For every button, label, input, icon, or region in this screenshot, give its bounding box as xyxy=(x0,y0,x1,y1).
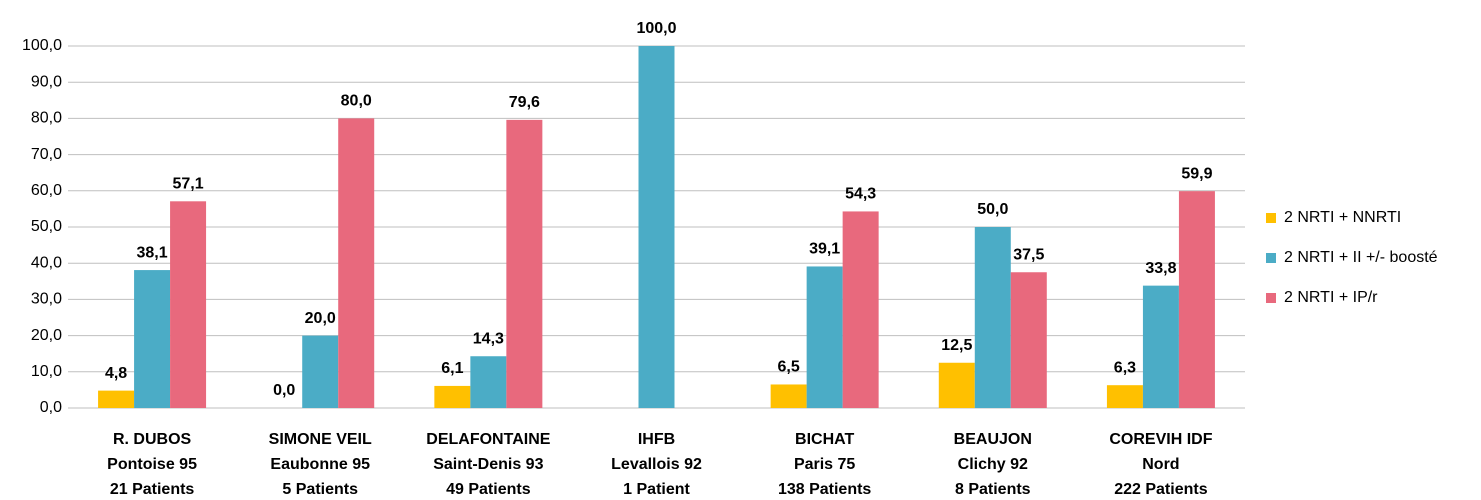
x-tick-label: Levallois 92 xyxy=(611,456,702,473)
x-tick-label: Paris 75 xyxy=(794,456,855,473)
legend-label: 2 NRTI + IP/r xyxy=(1284,289,1378,306)
x-tick-label: R. DUBOS xyxy=(113,431,192,448)
x-tick-label: 5 Patients xyxy=(282,481,358,498)
x-tick-label: Pontoise 95 xyxy=(107,456,197,473)
data-label: 38,1 xyxy=(137,244,168,261)
data-label: 50,0 xyxy=(977,201,1008,218)
data-label: 100,0 xyxy=(636,20,676,37)
x-tick-label: Nord xyxy=(1142,456,1179,473)
data-label: 80,0 xyxy=(341,93,372,110)
legend-label: 2 NRTI + II +/- boosté xyxy=(1284,249,1438,266)
data-label: 37,5 xyxy=(1013,246,1044,263)
bar xyxy=(1178,191,1215,408)
x-tick-label: 49 Patients xyxy=(446,481,531,498)
data-label: 0,0 xyxy=(273,382,295,399)
x-tick-label: 1 Patient xyxy=(623,481,690,498)
y-tick-label: 60,0 xyxy=(31,182,62,199)
data-label: 6,3 xyxy=(1114,359,1136,376)
bar xyxy=(302,335,339,408)
bar xyxy=(1142,285,1179,408)
y-tick-label: 10,0 xyxy=(31,363,62,380)
data-label: 4,8 xyxy=(105,365,127,382)
y-tick-label: 40,0 xyxy=(31,254,62,271)
x-tick-label: SIMONE VEIL xyxy=(269,431,372,448)
data-label: 12,5 xyxy=(941,337,972,354)
y-tick-label: 90,0 xyxy=(31,73,62,90)
data-label: 20,0 xyxy=(305,310,336,327)
bar xyxy=(170,201,207,408)
data-label: 54,3 xyxy=(845,186,876,203)
x-tick-label: BICHAT xyxy=(795,431,854,448)
bar xyxy=(134,270,171,408)
data-label: 33,8 xyxy=(1145,260,1176,277)
y-tick-label: 30,0 xyxy=(31,291,62,308)
x-tick-label: 21 Patients xyxy=(110,481,195,498)
bar xyxy=(1106,385,1143,408)
data-label: 59,9 xyxy=(1181,165,1212,182)
bar xyxy=(98,390,135,408)
bar xyxy=(770,384,807,408)
bar xyxy=(638,46,675,408)
x-tick-label: Eaubonne 95 xyxy=(270,456,370,473)
data-label: 57,1 xyxy=(173,176,204,193)
bar xyxy=(806,266,843,408)
x-tick-label: 222 Patients xyxy=(1114,481,1207,498)
data-label: 6,1 xyxy=(441,360,463,377)
y-tick-label: 70,0 xyxy=(31,146,62,163)
x-tick-label: 8 Patients xyxy=(955,481,1031,498)
legend-swatch xyxy=(1266,213,1276,223)
x-tick-label: Clichy 92 xyxy=(958,456,1028,473)
x-tick-label: BEAUJON xyxy=(954,431,1032,448)
y-tick-label: 20,0 xyxy=(31,327,62,344)
data-label: 6,5 xyxy=(778,359,800,376)
y-tick-label: 100,0 xyxy=(22,37,62,54)
bar xyxy=(842,211,879,408)
y-tick-label: 50,0 xyxy=(31,218,62,235)
x-tick-label: DELAFONTAINE xyxy=(426,431,550,448)
y-tick-label: 80,0 xyxy=(31,110,62,127)
data-label: 14,3 xyxy=(473,330,504,347)
legend-label: 2 NRTI + NNRTI xyxy=(1284,209,1401,226)
bar xyxy=(974,227,1011,408)
bar xyxy=(1010,272,1047,408)
x-tick-label: 138 Patients xyxy=(778,481,871,498)
bar xyxy=(470,356,507,408)
bar xyxy=(434,385,471,408)
bar xyxy=(338,118,375,409)
x-tick-label: Saint-Denis 93 xyxy=(433,456,543,473)
bar xyxy=(506,119,543,409)
bar xyxy=(938,362,975,408)
data-label: 39,1 xyxy=(809,241,840,258)
legend-swatch xyxy=(1266,293,1276,303)
x-tick-label: IHFB xyxy=(638,431,675,448)
data-label: 79,6 xyxy=(509,94,540,111)
y-tick-label: 0,0 xyxy=(40,399,62,416)
x-tick-label: COREVIH IDF xyxy=(1109,431,1212,448)
legend-swatch xyxy=(1266,253,1276,263)
